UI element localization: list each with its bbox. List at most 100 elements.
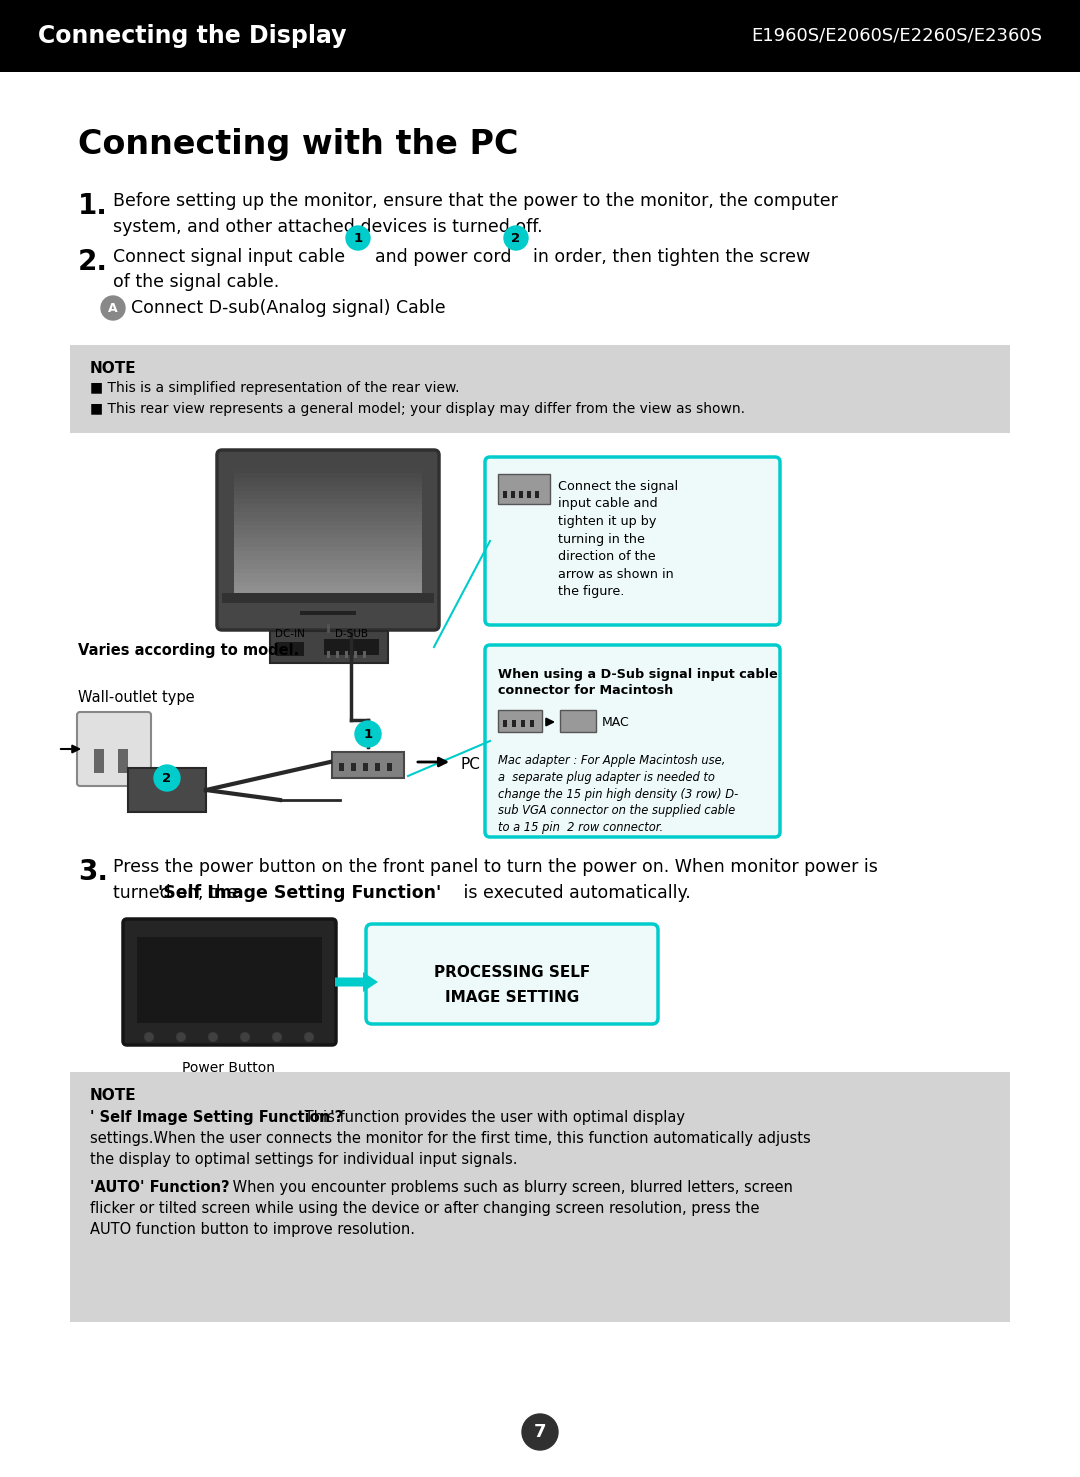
Bar — [234, 529, 422, 535]
Text: DC-IN: DC-IN — [275, 629, 305, 640]
FancyBboxPatch shape — [498, 474, 550, 504]
Text: E1960S/E2060S/E2260S/E2360S: E1960S/E2060S/E2260S/E2360S — [751, 27, 1042, 44]
Text: the display to optimal settings for individual input signals.: the display to optimal settings for indi… — [90, 1152, 517, 1167]
Bar — [512, 719, 516, 727]
Text: This function provides the user with optimal display: This function provides the user with opt… — [300, 1111, 685, 1125]
FancyBboxPatch shape — [485, 456, 780, 625]
Text: 1: 1 — [353, 232, 363, 245]
Bar — [345, 651, 348, 657]
Bar — [222, 592, 434, 603]
Text: system, and other attached devices is turned off.: system, and other attached devices is tu… — [113, 219, 542, 236]
FancyBboxPatch shape — [332, 752, 404, 778]
Circle shape — [504, 226, 528, 250]
Text: Connecting the Display: Connecting the Display — [38, 24, 347, 47]
FancyBboxPatch shape — [561, 710, 596, 733]
Bar — [336, 651, 339, 657]
Bar — [234, 573, 422, 578]
FancyBboxPatch shape — [123, 919, 336, 1046]
Circle shape — [303, 1032, 314, 1041]
Bar — [234, 468, 422, 473]
Bar — [503, 719, 507, 727]
Bar — [137, 936, 322, 1024]
Text: D-SUB: D-SUB — [335, 629, 367, 640]
Bar — [327, 651, 330, 657]
FancyBboxPatch shape — [217, 450, 438, 631]
Circle shape — [272, 1032, 282, 1041]
Bar — [234, 546, 422, 551]
Text: 1: 1 — [364, 728, 373, 740]
Bar — [339, 764, 345, 771]
Bar — [234, 486, 422, 490]
Bar — [234, 578, 422, 582]
Bar — [375, 764, 380, 771]
Text: Connect the signal
input cable and
tighten it up by
turning in the
direction of : Connect the signal input cable and tight… — [558, 480, 678, 598]
FancyBboxPatch shape — [270, 631, 388, 663]
Text: flicker or tilted screen while using the device or after changing screen resolut: flicker or tilted screen while using the… — [90, 1201, 759, 1216]
Text: turned on, the: turned on, the — [113, 885, 243, 902]
FancyBboxPatch shape — [77, 712, 151, 786]
Bar — [234, 594, 422, 600]
Bar — [234, 538, 422, 542]
Bar — [94, 749, 104, 772]
Bar — [354, 651, 357, 657]
Bar — [234, 473, 422, 477]
Text: in order, then tighten the screw: in order, then tighten the screw — [534, 248, 810, 266]
Text: ■ This rear view represents a general model; your display may differ from the vi: ■ This rear view represents a general mo… — [90, 402, 745, 417]
Bar — [234, 477, 422, 482]
FancyBboxPatch shape — [0, 0, 1080, 72]
Text: of the signal cable.: of the signal cable. — [113, 273, 280, 291]
Bar — [387, 764, 392, 771]
FancyBboxPatch shape — [485, 645, 780, 837]
Text: A: A — [108, 301, 118, 315]
Bar — [530, 719, 534, 727]
Bar — [234, 580, 422, 586]
Circle shape — [346, 226, 370, 250]
Text: PC: PC — [460, 758, 480, 772]
Bar — [234, 490, 422, 495]
Text: Connect D-sub(Analog signal) Cable: Connect D-sub(Analog signal) Cable — [131, 298, 446, 318]
Bar — [118, 749, 129, 772]
Text: settings.When the user connects the monitor for the first time, this function au: settings.When the user connects the moni… — [90, 1131, 811, 1146]
Bar — [535, 490, 539, 498]
Text: 1.: 1. — [78, 192, 108, 220]
Bar — [234, 564, 422, 569]
Bar — [234, 524, 422, 530]
Bar — [234, 533, 422, 538]
FancyBboxPatch shape — [70, 346, 1010, 433]
Text: Mac adapter : For Apple Macintosh use,
a  separate plug adapter is needed to
cha: Mac adapter : For Apple Macintosh use, a… — [498, 753, 739, 835]
Text: AUTO function button to improve resolution.: AUTO function button to improve resoluti… — [90, 1221, 415, 1238]
Circle shape — [240, 1032, 249, 1041]
Text: 2: 2 — [512, 232, 521, 245]
Text: NOTE: NOTE — [90, 360, 137, 377]
Text: Before setting up the monitor, ensure that the power to the monitor, the compute: Before setting up the monitor, ensure th… — [113, 192, 838, 210]
FancyBboxPatch shape — [498, 710, 542, 733]
Bar — [527, 490, 531, 498]
Circle shape — [176, 1032, 186, 1041]
Bar — [351, 764, 356, 771]
Text: Press the power button on the front panel to turn the power on. When monitor pow: Press the power button on the front pane… — [113, 858, 878, 876]
Bar — [503, 490, 507, 498]
Text: ' Self Image Setting Function'?: ' Self Image Setting Function'? — [90, 1111, 343, 1125]
Bar — [234, 504, 422, 508]
FancyBboxPatch shape — [129, 768, 206, 812]
Bar — [519, 490, 523, 498]
Bar — [234, 495, 422, 499]
Text: NOTE: NOTE — [90, 1089, 137, 1103]
Text: 'Self Image Setting Function': 'Self Image Setting Function' — [158, 885, 442, 902]
Bar — [234, 551, 422, 555]
Circle shape — [355, 721, 381, 747]
Text: is executed automatically.: is executed automatically. — [458, 885, 691, 902]
Bar — [234, 555, 422, 560]
Text: When you encounter problems such as blurry screen, blurred letters, screen: When you encounter problems such as blur… — [228, 1180, 793, 1195]
Text: 7: 7 — [534, 1422, 546, 1442]
Text: 2: 2 — [162, 771, 172, 784]
Text: PROCESSING SELF: PROCESSING SELF — [434, 964, 590, 981]
Text: 2.: 2. — [78, 248, 108, 276]
Bar — [234, 482, 422, 486]
Bar — [324, 640, 379, 654]
FancyBboxPatch shape — [70, 1072, 1010, 1322]
Text: IMAGE SETTING: IMAGE SETTING — [445, 990, 579, 1004]
Bar — [300, 611, 356, 614]
Text: 'AUTO' Function?: 'AUTO' Function? — [90, 1180, 230, 1195]
Bar — [511, 490, 515, 498]
